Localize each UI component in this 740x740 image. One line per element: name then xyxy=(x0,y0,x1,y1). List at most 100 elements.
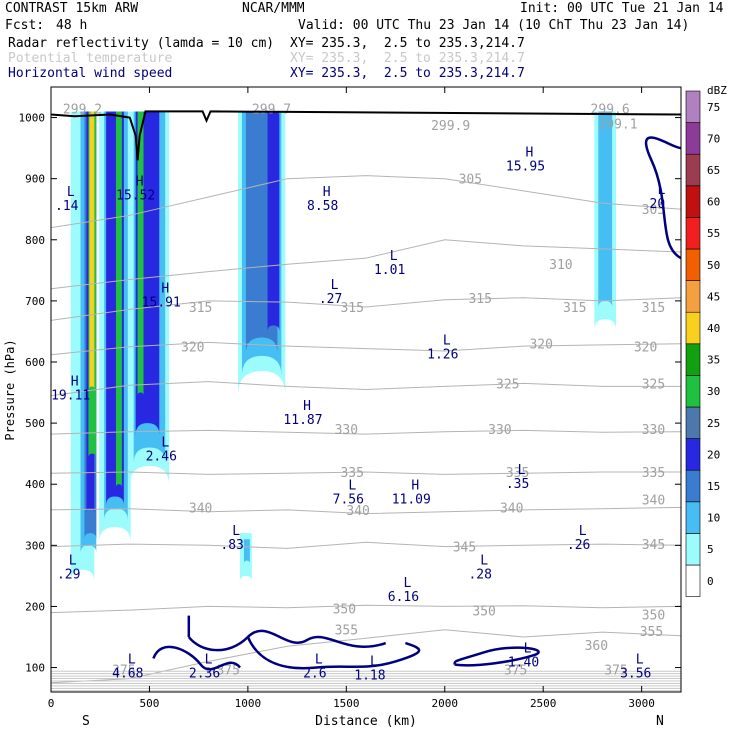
wind-contour-0 xyxy=(152,645,241,671)
y-tick-label: 1000 xyxy=(19,112,46,125)
colorbar-swatch-0 xyxy=(685,564,701,597)
isentrope-label-6: 355 xyxy=(640,625,663,640)
extremum-value-25: 20 xyxy=(650,197,666,212)
colorbar-swatch-45 xyxy=(685,280,701,313)
colorbar-level-50: 50 xyxy=(707,259,720,272)
extremum-value-8: .28 xyxy=(468,568,491,583)
y-tick-label: 900 xyxy=(25,173,45,186)
extremum-type-5: L xyxy=(636,653,644,668)
isentrope-label-14: 340 xyxy=(500,501,523,516)
extremum-value-3: 1.18 xyxy=(354,668,385,683)
colorbar-swatch-35 xyxy=(685,343,701,376)
x-tick-label: 1000 xyxy=(235,697,262,710)
extremum-value-7: 6.16 xyxy=(388,590,419,605)
extremum-value-12: 11.09 xyxy=(392,492,431,507)
wind-contour-1 xyxy=(187,629,387,652)
extremum-value-19: .27 xyxy=(319,292,342,307)
fcst-value: 48 h xyxy=(56,18,88,33)
isentrope-label-38: 299.6 xyxy=(591,102,630,117)
isentrope-345 xyxy=(51,541,681,549)
extremum-type-11: L xyxy=(348,478,356,493)
wind-contour-5 xyxy=(644,136,681,260)
wind-contour-3 xyxy=(453,646,540,667)
colorbar-level-30: 30 xyxy=(707,385,720,398)
colorbar-swatch-20 xyxy=(685,438,701,471)
isentrope-label-20: 330 xyxy=(488,423,511,438)
isentrope-label-19: 330 xyxy=(335,423,358,438)
extremum-value-24: 15.95 xyxy=(506,159,545,174)
isentrope-label-25: 320 xyxy=(529,338,552,353)
isentrope-label-10: 345 xyxy=(453,541,476,556)
isentrope-label-3: 375 xyxy=(604,663,627,678)
colorbar-swatch-55 xyxy=(685,217,701,250)
extremum-type-13: L xyxy=(518,463,526,478)
field-reflectivity-xy: XY= 235.3, 2.5 to 235.3,214.7 xyxy=(290,36,525,51)
colorbar-swatch-25 xyxy=(685,406,701,439)
isentrope-label-31: 315 xyxy=(642,301,665,316)
extremum-type-9: L xyxy=(232,524,240,539)
isentrope-label-16: 335 xyxy=(340,466,363,481)
extremum-type-14: L xyxy=(161,436,169,451)
colorbar-level-10: 10 xyxy=(707,512,720,525)
extremum-type-1: L xyxy=(205,653,213,668)
isentrope-355 xyxy=(51,629,681,684)
isentrope-label-5: 355 xyxy=(335,624,358,639)
field-wind-xy: XY= 235.3, 2.5 to 235.3,214.7 xyxy=(290,66,525,81)
extremum-type-19: L xyxy=(331,278,339,293)
extremum-type-21: L xyxy=(67,185,75,200)
extremum-type-8: L xyxy=(480,554,488,569)
extremum-value-10: .26 xyxy=(567,538,590,553)
reflectivity-cell-9 xyxy=(115,111,122,488)
colorbar-swatch-65 xyxy=(685,153,701,187)
reflectivity-cell-15 xyxy=(243,539,250,564)
extremum-type-23: H xyxy=(323,185,331,200)
y-axis-label: Pressure (hPa) xyxy=(3,339,17,440)
extremum-type-0: L xyxy=(128,653,136,668)
colorbar-level-65: 65 xyxy=(707,164,720,177)
isentrope-label-9: 350 xyxy=(642,608,665,623)
x-tick-label: 1500 xyxy=(333,697,360,710)
reflectivity-cell-21 xyxy=(598,111,613,308)
isentrope-label-11: 345 xyxy=(642,538,665,553)
isentrope-label-27: 315 xyxy=(189,301,212,316)
x-tick-label: 0 xyxy=(48,697,55,710)
extremum-type-25: L xyxy=(657,183,665,198)
extremum-value-15: 11.87 xyxy=(283,413,322,428)
colorbar-swatch-40 xyxy=(685,311,701,345)
extremum-value-9: .83 xyxy=(220,538,243,553)
colorbar-level-55: 55 xyxy=(707,227,720,240)
extremum-type-17: L xyxy=(443,334,451,349)
y-tick-label: 100 xyxy=(25,662,45,675)
extremum-type-6: L xyxy=(69,554,77,569)
wind-contour-layer xyxy=(152,136,681,671)
extremum-value-11: 7.56 xyxy=(333,492,364,507)
colorbar-level-75: 75 xyxy=(707,101,720,114)
isentrope-340 xyxy=(51,506,681,515)
isentrope-label-13: 340 xyxy=(346,504,369,519)
isentrope-330 xyxy=(51,429,681,435)
reflectivity-cell-13 xyxy=(137,111,144,396)
colorbar: 0 5 10 15 20 25 30 35 40 45 50 55 60 65 70 75 dBZ xyxy=(685,84,727,597)
isentrope-315 xyxy=(51,297,681,321)
axes: 100 200 300 400 500 600 700 800 900 1000 0 500 1000 1… xyxy=(19,87,681,710)
valid-time: Valid: 00 UTC Thu 23 Jan 14 (10 ChT Thu … xyxy=(298,18,690,33)
y-tick-label: 400 xyxy=(25,478,45,491)
isentrope-layer: 375 375 375 375 360 355 355 350 350 350 345 345 340 3… xyxy=(51,102,681,692)
colorbar-level-40: 40 xyxy=(707,322,720,335)
isentrope-label-1: 375 xyxy=(216,663,239,678)
extremum-type-7: L xyxy=(403,576,411,591)
colorbar-swatch-50 xyxy=(685,248,701,281)
extremum-type-15: H xyxy=(303,399,311,414)
y-tick-label: 200 xyxy=(25,600,45,613)
model-title: CONTRAST 15km ARW xyxy=(5,1,139,16)
isentrope-320 xyxy=(51,341,681,356)
extremum-type-20: L xyxy=(390,249,398,264)
x-tick-label: 2500 xyxy=(530,697,557,710)
extremum-type-3: L xyxy=(370,654,378,669)
colorbar-swatch-15 xyxy=(685,469,701,503)
wind-contour-2 xyxy=(246,636,421,670)
extremum-value-16: 19.11 xyxy=(51,389,90,404)
y-tick-label: 300 xyxy=(25,539,45,552)
org-label: NCAR/MMM xyxy=(242,1,305,16)
